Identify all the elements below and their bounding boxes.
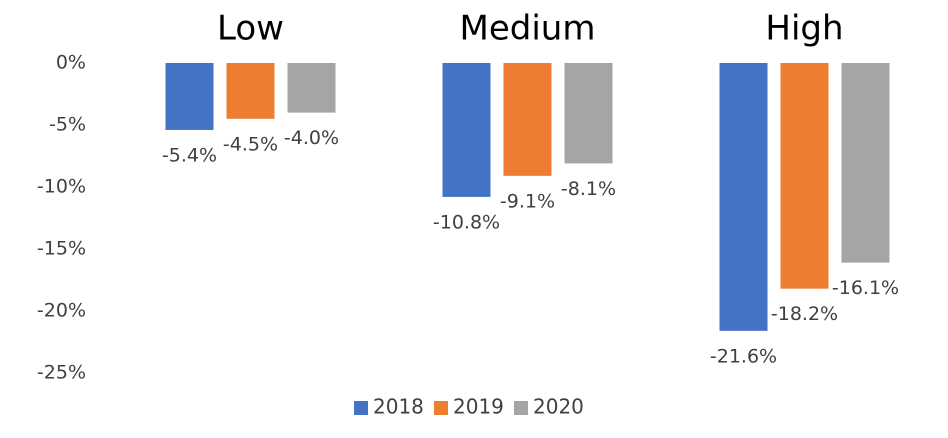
category-label: High: [765, 9, 843, 49]
value-label: -18.2%: [771, 303, 838, 325]
legend-label: 2018: [373, 395, 424, 419]
y-tick-label: -20%: [37, 300, 86, 322]
legend-swatch: [514, 401, 528, 415]
legend-label: 2019: [453, 395, 504, 419]
category-label: Low: [217, 9, 284, 49]
bar: [287, 63, 336, 113]
value-label: -5.4%: [162, 144, 217, 166]
value-label: -8.1%: [561, 178, 616, 200]
category-label: Medium: [460, 9, 596, 49]
legend-swatch: [354, 401, 368, 415]
value-label: -9.1%: [500, 190, 555, 212]
bar: [719, 63, 768, 331]
y-tick-label: -10%: [37, 176, 86, 198]
bar: [841, 63, 890, 263]
legend-label: 2020: [533, 395, 584, 419]
y-tick-label: 0%: [56, 52, 86, 74]
y-tick-label: -5%: [49, 114, 86, 136]
value-label: -4.0%: [284, 127, 339, 149]
value-label: -16.1%: [832, 277, 899, 299]
legend-swatch: [434, 401, 448, 415]
bar: [226, 63, 275, 119]
bar: [780, 63, 829, 289]
y-tick-label: -15%: [37, 238, 86, 260]
bar: [564, 63, 613, 164]
y-tick-label: -25%: [37, 362, 86, 384]
bar: [503, 63, 552, 176]
value-label: -4.5%: [223, 133, 278, 155]
bar: [442, 63, 491, 197]
value-label: -10.8%: [433, 211, 500, 233]
bar: [165, 63, 214, 130]
value-label: -21.6%: [710, 345, 777, 367]
